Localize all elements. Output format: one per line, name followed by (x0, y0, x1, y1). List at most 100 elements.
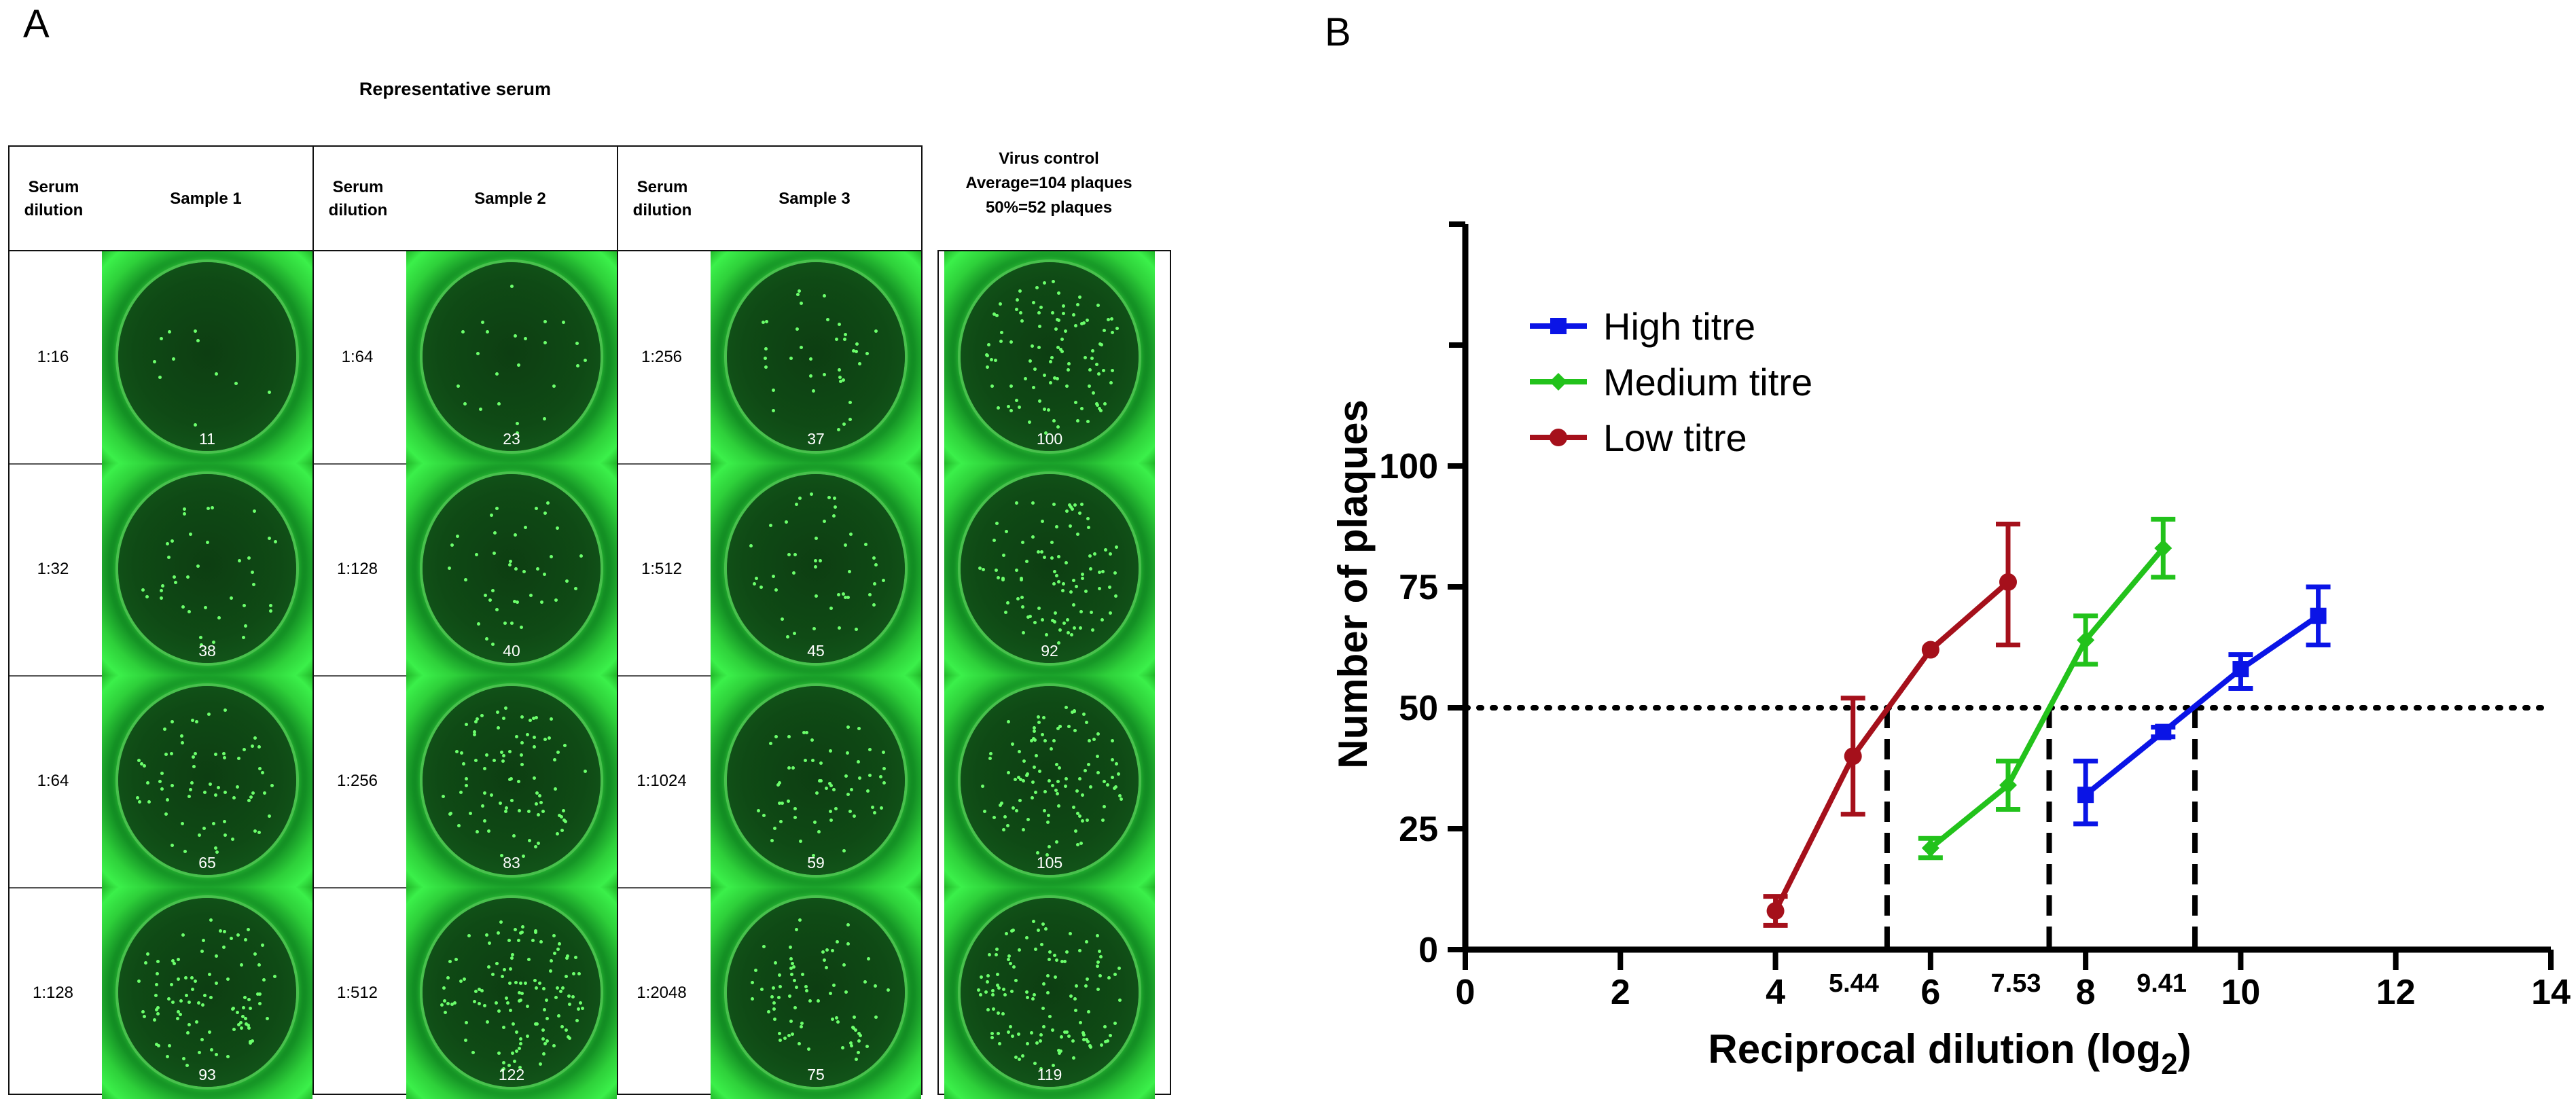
plaque-dot (1053, 953, 1057, 957)
plaque-dot (201, 938, 205, 942)
plaque-dot (798, 1041, 802, 1045)
plaque-dot (1074, 585, 1078, 589)
plaque-dot (477, 987, 481, 991)
plaque-dot (981, 784, 985, 788)
plaque-dot (1057, 766, 1061, 770)
plaque-dot (831, 1018, 835, 1022)
plaque-dot (446, 976, 450, 980)
plaque-dot (198, 635, 202, 639)
plaque-dot (843, 543, 847, 547)
plaque-dot (1042, 555, 1046, 559)
plaque-dot (1003, 993, 1007, 997)
plaque-dot (992, 538, 996, 542)
plaque-dot (268, 604, 272, 608)
plaque-dot (1099, 1043, 1103, 1047)
plaque-dot (520, 740, 524, 744)
plaque-dot (571, 995, 575, 999)
plaque-dot (166, 555, 171, 559)
plaque-dot (571, 971, 575, 975)
plaque-dot (762, 945, 766, 949)
plaque-dot (1003, 815, 1007, 819)
plaque-dot (846, 725, 851, 729)
plaque-dot (1088, 739, 1092, 743)
plaque-dot (1043, 281, 1047, 285)
plaque-dot (459, 790, 463, 794)
plaque-dot (567, 1037, 571, 1041)
plaque-dot (1038, 769, 1042, 773)
plaque-dot (1037, 929, 1041, 933)
plaque-dot (495, 962, 499, 966)
plaque-dot (1069, 505, 1073, 509)
plaque-dot (806, 1047, 810, 1051)
plaque-dot (789, 1020, 793, 1024)
plaque-dot (1065, 509, 1069, 514)
plaque-dot (504, 706, 508, 710)
plaque-dot (541, 1037, 545, 1041)
intercept-label: 9.41 (2136, 969, 2187, 998)
plaque-dot (1038, 399, 1042, 403)
plaque-dot (1028, 420, 1032, 424)
plaque-dot (559, 815, 563, 819)
plaque-dot (846, 792, 851, 796)
plaque-dot (207, 1030, 211, 1035)
plaque-dot (1077, 814, 1081, 818)
plaque-dot (1054, 525, 1058, 528)
plaque-dot (521, 855, 525, 859)
plaque-dot (868, 747, 872, 751)
data-point-diamond (1921, 839, 1939, 857)
sample-name: Sample 2 (474, 190, 546, 208)
plaque-dot (1112, 786, 1116, 790)
plaque-dot (158, 376, 162, 380)
plaque-dot (817, 999, 821, 1003)
plaque-dot (797, 289, 801, 293)
plaque-dot (484, 933, 488, 937)
plaque-dot (1081, 1030, 1085, 1035)
plaque-dot (508, 967, 512, 971)
plaque-dot (1041, 715, 1045, 719)
plaque-dot (559, 990, 563, 994)
plaque-dot (1050, 356, 1054, 360)
plaque-dot (170, 844, 174, 848)
x-axis-label-main: Reciprocal dilution (log (1708, 1026, 2161, 1072)
plaque-dot (1052, 620, 1056, 624)
plaque-dot (223, 790, 228, 794)
plaque-dot (251, 583, 255, 587)
plaque-dot (155, 982, 159, 986)
plaque-dot (1004, 610, 1008, 614)
serum-dilution-header: Serum dilution (328, 178, 388, 219)
data-point-circle (1844, 747, 1862, 766)
plaque-dot (1085, 319, 1089, 323)
plaque-dot (537, 982, 541, 986)
plaque-dot (243, 937, 247, 941)
virus-control-column: 100 92 105 119 (937, 250, 1171, 1099)
plaque-dot (1018, 289, 1022, 293)
plaque-dot (545, 1017, 549, 1021)
plaque-dot (533, 745, 537, 749)
plaque-dot (1028, 614, 1033, 618)
plaque-dot (852, 1026, 856, 1030)
dilution-label: 1:64 (37, 772, 69, 790)
plaque-dot (483, 791, 487, 795)
plaque-dot (999, 340, 1003, 344)
plaque-dot (232, 796, 236, 800)
plaque-dot (567, 1003, 571, 1007)
plaque-dot (764, 346, 768, 351)
plaque-dot (1101, 618, 1105, 622)
plaque-dot (1047, 957, 1051, 961)
plaque-dot (793, 806, 797, 810)
plaque-dot (181, 1056, 185, 1060)
plaque-dot (1071, 1056, 1075, 1060)
plaque-dot (460, 751, 464, 755)
plaque-dot (515, 734, 519, 738)
plaque-dot (236, 1010, 240, 1014)
plaque-dot (497, 931, 501, 935)
plaque-dot (161, 583, 165, 588)
plaque-dot (514, 1049, 518, 1053)
plaque-dot (210, 506, 214, 510)
plaque-dot (543, 737, 548, 741)
plaque-dot (982, 567, 986, 571)
virus-control-average: Average=104 plaques (965, 174, 1132, 192)
plaque-dot (881, 579, 885, 583)
plaque-dot (543, 511, 548, 515)
plaque-count: 75 (807, 1066, 825, 1083)
